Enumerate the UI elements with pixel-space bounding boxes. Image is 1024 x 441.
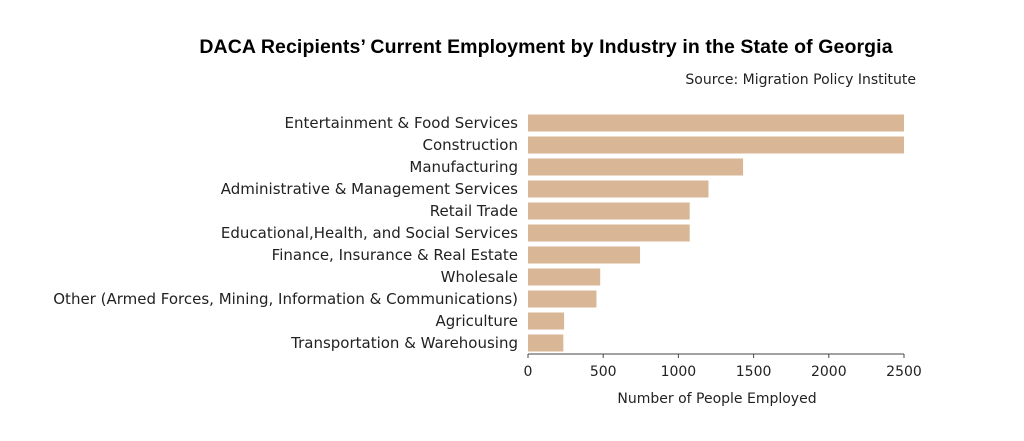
category-label: Educational,Health, and Social Services: [221, 224, 518, 242]
bar: [528, 158, 744, 176]
bar: [528, 224, 690, 242]
category-label: Administrative & Management Services: [221, 180, 518, 198]
category-label: Construction: [422, 136, 518, 154]
bar: [528, 246, 641, 264]
x-tick-label: 1500: [736, 364, 772, 380]
x-tick-label: 1000: [661, 364, 697, 380]
category-label: Entertainment & Food Services: [285, 114, 519, 132]
x-tick-label: 500: [590, 364, 617, 380]
category-label: Manufacturing: [409, 158, 518, 176]
bar: [528, 136, 904, 154]
x-tick-label: 2000: [811, 364, 847, 380]
chart-source: Source: Migration Policy Institute: [685, 72, 916, 88]
x-tick-label: 2500: [886, 364, 922, 380]
bar: [528, 114, 904, 132]
bar: [528, 290, 597, 308]
x-axis-label: Number of People Employed: [617, 391, 816, 407]
bar: [528, 180, 709, 198]
bar: [528, 312, 565, 330]
x-tick-label: 0: [524, 364, 533, 380]
category-label: Other (Armed Forces, Mining, Information…: [53, 290, 518, 308]
category-label: Wholesale: [441, 268, 518, 286]
bar: [528, 202, 690, 220]
bar: [528, 268, 601, 286]
chart-title: DACA Recipients’ Current Employment by I…: [199, 36, 893, 58]
category-label: Retail Trade: [430, 202, 518, 220]
category-label: Transportation & Warehousing: [290, 334, 518, 352]
category-label: Agriculture: [436, 312, 519, 330]
bar: [528, 334, 564, 352]
category-label: Finance, Insurance & Real Estate: [272, 246, 518, 264]
